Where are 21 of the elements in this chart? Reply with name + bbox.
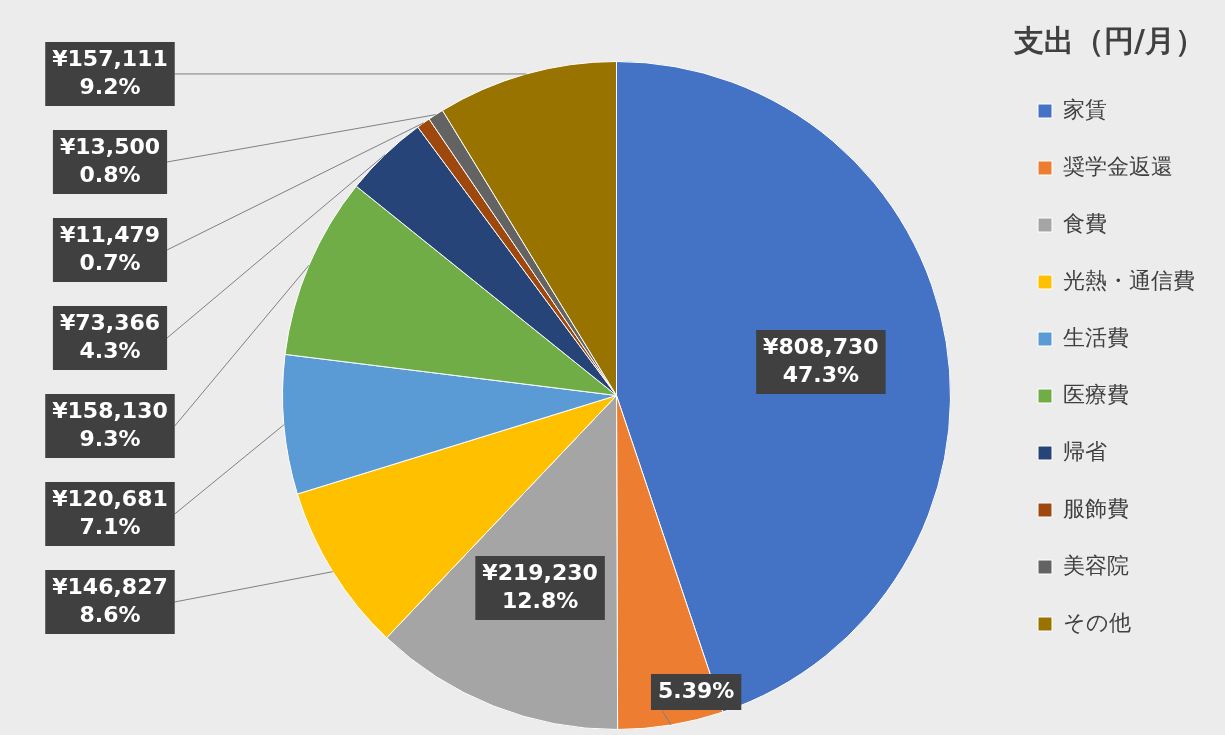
data-label: ¥808,730 47.3%	[763, 333, 879, 387]
legend-label: 食費	[1063, 210, 1107, 236]
legend-label: 家賃	[1063, 96, 1107, 122]
legend-label: 光熱・通信費	[1063, 267, 1195, 293]
data-label: ¥219,230 12.8%	[482, 559, 598, 613]
legend-label: 服飾費	[1063, 495, 1129, 521]
legend-label: 奨学金返還	[1063, 153, 1173, 179]
data-label: ¥158,130 9.3%	[52, 397, 168, 451]
legend-label: 生活費	[1063, 324, 1129, 350]
data-label: ¥157,111 9.2%	[52, 45, 168, 99]
data-label: ¥146,827 8.6%	[52, 573, 168, 627]
legend-label: 美容院	[1063, 552, 1129, 578]
data-label: ¥120,681 7.1%	[52, 485, 168, 539]
data-label: ¥11,479 0.7%	[59, 221, 161, 275]
chart-title: 支出（円/月）	[1013, 22, 1205, 58]
legend-label: その他	[1063, 609, 1131, 635]
legend-label: 帰省	[1063, 438, 1107, 464]
data-label: ¥73,366 4.3%	[59, 309, 161, 363]
legend-label: 医療費	[1063, 381, 1129, 407]
data-label: 5.39%	[657, 677, 735, 703]
data-label: ¥13,500 0.8%	[59, 133, 161, 187]
